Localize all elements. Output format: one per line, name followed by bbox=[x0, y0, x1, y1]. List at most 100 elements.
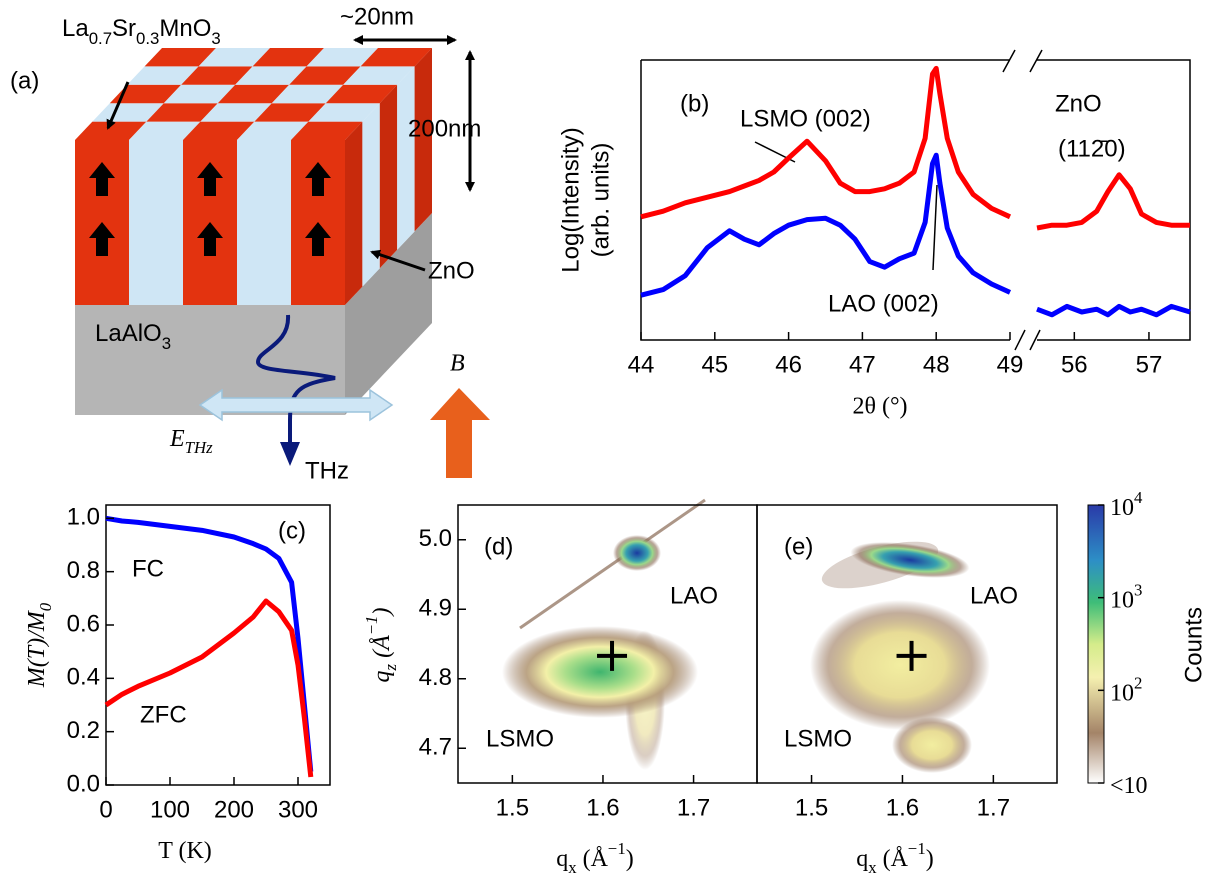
stripe bbox=[237, 140, 291, 305]
text-part: E bbox=[169, 426, 185, 452]
y-tick-label: 0.0 bbox=[67, 770, 100, 797]
text-part: ) bbox=[626, 846, 634, 872]
x-axis-label: 2θ (°) bbox=[852, 394, 907, 420]
side-stripe bbox=[397, 66, 415, 250]
checker-cell bbox=[146, 103, 218, 122]
x-tick-label: 300 bbox=[278, 796, 318, 823]
marker bbox=[597, 640, 628, 671]
panel-label: (a) bbox=[10, 67, 39, 94]
checker-cell bbox=[343, 66, 415, 85]
y-tick-label: 1.0 bbox=[67, 504, 100, 531]
text-part: −1 bbox=[908, 839, 926, 858]
series-label: ZFC bbox=[140, 701, 187, 728]
series-line bbox=[105, 515, 314, 772]
axis-frame bbox=[756, 504, 1058, 784]
film-cells bbox=[75, 48, 432, 305]
text-part: 4 bbox=[1134, 488, 1143, 507]
y-tick-label: 0.8 bbox=[67, 557, 100, 584]
film-pointer bbox=[106, 81, 130, 130]
checker-cell bbox=[237, 121, 309, 140]
checker-cell bbox=[254, 103, 326, 122]
text-part: 10 bbox=[1110, 587, 1134, 613]
thz-wave bbox=[255, 314, 336, 445]
x-tick-label: 46 bbox=[775, 351, 802, 378]
y-tick-label: 4.8 bbox=[419, 664, 452, 691]
series-line bbox=[104, 598, 314, 778]
checker-cell bbox=[308, 103, 380, 122]
spin-arrow bbox=[305, 162, 331, 196]
annotation: LAO (002) bbox=[828, 290, 939, 317]
text-part: 2 bbox=[1134, 674, 1142, 693]
annotation: (112̄0) bbox=[1058, 135, 1126, 162]
zno-pointer bbox=[370, 249, 426, 272]
x-tick-label: 44 bbox=[628, 351, 655, 378]
blob bbox=[502, 626, 698, 718]
text-part: q bbox=[556, 846, 568, 872]
side-stripe bbox=[379, 84, 398, 269]
text-part: 3 bbox=[211, 29, 220, 48]
checker-cell bbox=[163, 84, 236, 104]
colorbar-tick-label: 102 bbox=[1110, 674, 1142, 706]
panel-label: (d) bbox=[484, 533, 513, 560]
b-arrow bbox=[430, 388, 490, 478]
text-part: z bbox=[381, 663, 400, 671]
colorbar-tick-label: 104 bbox=[1110, 488, 1143, 520]
text-part: La bbox=[62, 15, 89, 42]
text-part: LaAlO bbox=[95, 320, 162, 347]
colorbar bbox=[1087, 504, 1105, 784]
panel-label: (c) bbox=[278, 517, 306, 544]
x-tick-label: 1.6 bbox=[586, 794, 619, 821]
checker-cell bbox=[109, 84, 182, 104]
series-line bbox=[1036, 172, 1190, 231]
text-part: q bbox=[856, 846, 868, 872]
text-part: 10 bbox=[1110, 680, 1134, 706]
x-tick-label: 1.5 bbox=[795, 794, 828, 821]
annotation: LSMO (002) bbox=[740, 105, 871, 132]
checker-cell bbox=[252, 48, 324, 67]
text-part: M(T)/M bbox=[24, 609, 50, 688]
checker-cell bbox=[129, 121, 201, 140]
x-tick-label: 56 bbox=[1061, 351, 1088, 378]
marker bbox=[896, 640, 927, 671]
x-tick-label: 1.5 bbox=[496, 794, 529, 821]
text-part: MnO bbox=[159, 15, 211, 42]
panel-label: (e) bbox=[784, 533, 813, 560]
blob bbox=[850, 542, 970, 578]
annotation: LAO bbox=[670, 582, 718, 609]
x-tick-label: 0 bbox=[99, 796, 112, 823]
x-tick-label: 47 bbox=[849, 351, 876, 378]
dimension-label: ~20nm bbox=[340, 3, 414, 30]
blob bbox=[613, 535, 661, 571]
annotation: LSMO bbox=[486, 725, 554, 752]
x-tick-label: 100 bbox=[150, 796, 190, 823]
text-part: q bbox=[369, 670, 395, 682]
spin-arrow bbox=[305, 222, 331, 256]
checker-cell bbox=[200, 103, 272, 122]
checker-cell bbox=[181, 66, 253, 85]
annotation-pointer bbox=[932, 184, 938, 271]
x-tick-label: 1.7 bbox=[677, 794, 710, 821]
text-part: T bbox=[158, 838, 173, 864]
text-part: 10 bbox=[1110, 495, 1134, 521]
dimension-label: 200nm bbox=[408, 115, 481, 142]
series-line bbox=[640, 65, 1012, 220]
text-part: ) bbox=[369, 608, 395, 618]
substrate-label: LaAlO3 bbox=[95, 320, 171, 353]
series-line bbox=[1036, 303, 1191, 318]
text-part: Sr bbox=[112, 15, 136, 42]
x-tick-label: 45 bbox=[701, 351, 728, 378]
text-part: (Å bbox=[577, 846, 609, 872]
axis-frame bbox=[105, 504, 331, 786]
text-part: 3 bbox=[162, 334, 171, 353]
checker-cell bbox=[306, 48, 378, 67]
text-part: 0.3 bbox=[136, 29, 159, 48]
x-tick-label: 1.7 bbox=[977, 794, 1010, 821]
text-part: <10 bbox=[1110, 773, 1148, 799]
field-arrow bbox=[198, 388, 394, 422]
y-tick-label: 4.9 bbox=[419, 595, 452, 622]
film-label: La0.7Sr0.3MnO3 bbox=[62, 15, 221, 48]
streak bbox=[519, 498, 706, 630]
text-part: (K) bbox=[172, 838, 211, 864]
checker-cell bbox=[360, 48, 432, 67]
